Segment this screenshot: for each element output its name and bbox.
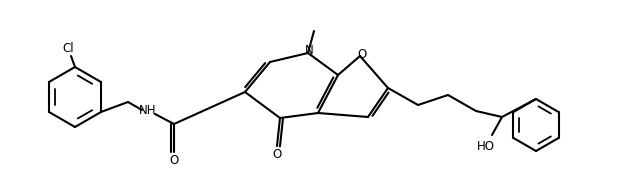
Text: Cl: Cl	[62, 43, 74, 56]
Text: NH: NH	[139, 105, 157, 118]
Text: O: O	[357, 48, 367, 60]
Text: HO: HO	[477, 139, 495, 152]
Text: O: O	[169, 154, 179, 168]
Text: O: O	[272, 149, 282, 161]
Text: N: N	[305, 44, 313, 58]
